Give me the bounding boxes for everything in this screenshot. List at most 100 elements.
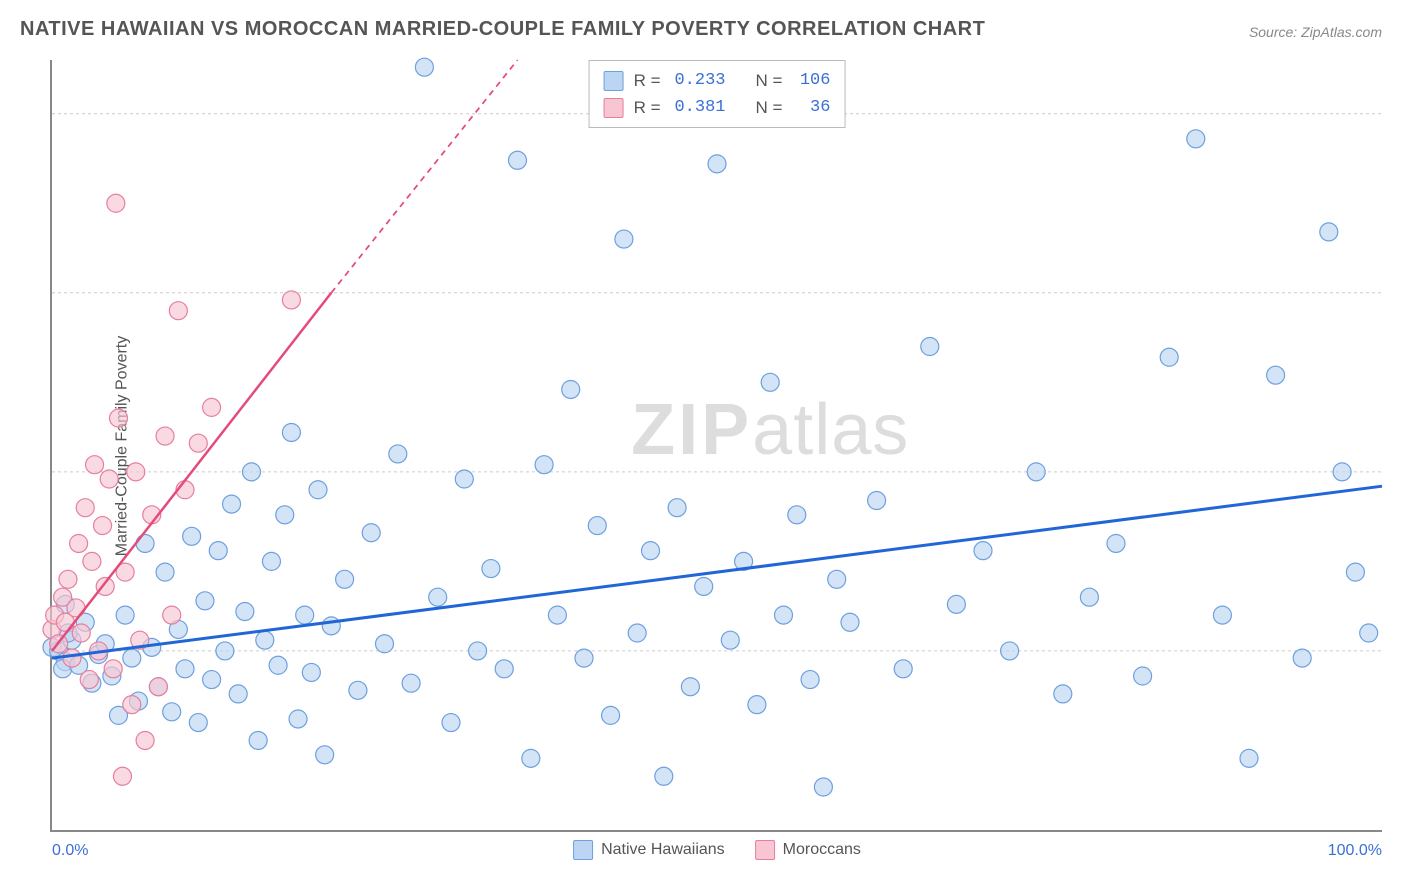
r-value: 0.233 [671, 67, 726, 94]
data-point [442, 714, 460, 732]
data-point [681, 678, 699, 696]
data-point [123, 649, 141, 667]
x-tick-left: 0.0% [52, 842, 88, 860]
data-point [256, 631, 274, 649]
data-point [1001, 642, 1019, 660]
data-point [63, 649, 81, 667]
data-point [1333, 463, 1351, 481]
data-point [196, 592, 214, 610]
n-value: 36 [792, 94, 830, 121]
chart-container: NATIVE HAWAIIAN VS MOROCCAN MARRIED-COUP… [0, 0, 1406, 892]
data-point [149, 678, 167, 696]
data-point [1360, 624, 1378, 642]
data-point [1240, 749, 1258, 767]
data-point [169, 302, 187, 320]
data-point [302, 663, 320, 681]
trend-line-extension [331, 60, 517, 293]
data-point [203, 671, 221, 689]
data-point [1293, 649, 1311, 667]
data-point [1107, 534, 1125, 552]
data-point [100, 470, 118, 488]
n-label: N = [756, 67, 783, 94]
data-point [522, 749, 540, 767]
data-point [203, 398, 221, 416]
data-point [535, 456, 553, 474]
legend-swatch [604, 71, 624, 91]
data-point [94, 517, 112, 535]
series-legend: Native Hawaiians Moroccans [573, 840, 861, 860]
legend-label: Native Hawaiians [601, 841, 725, 859]
x-tick-right: 100.0% [1328, 842, 1382, 860]
stats-legend-row: R = 0.381 N = 36 [604, 94, 831, 121]
data-point [269, 656, 287, 674]
data-point [974, 542, 992, 560]
data-point [136, 731, 154, 749]
data-point [189, 714, 207, 732]
data-point [708, 155, 726, 173]
data-point [289, 710, 307, 728]
legend-swatch [755, 840, 775, 860]
data-point [1346, 563, 1364, 581]
data-point [921, 338, 939, 356]
chart-title: NATIVE HAWAIIAN VS MOROCCAN MARRIED-COUP… [20, 18, 985, 41]
data-point [83, 552, 101, 570]
data-point [775, 606, 793, 624]
data-point [947, 595, 965, 613]
y-tick-label: 10.0% [1392, 463, 1406, 481]
data-point [1160, 348, 1178, 366]
data-point [59, 570, 77, 588]
data-point [748, 696, 766, 714]
data-point [482, 560, 500, 578]
data-point [183, 527, 201, 545]
data-point [216, 642, 234, 660]
data-point [495, 660, 513, 678]
data-point [156, 427, 174, 445]
data-point [236, 603, 254, 621]
data-point [1187, 130, 1205, 148]
data-point [1080, 588, 1098, 606]
data-point [189, 434, 207, 452]
data-point [828, 570, 846, 588]
data-point [276, 506, 294, 524]
y-tick-label: 15.0% [1392, 284, 1406, 302]
data-point [80, 671, 98, 689]
y-tick-label: 5.0% [1392, 642, 1406, 660]
data-point [628, 624, 646, 642]
data-point [868, 492, 886, 510]
data-point [163, 606, 181, 624]
data-point [695, 577, 713, 595]
data-point [209, 542, 227, 560]
data-point [127, 463, 145, 481]
data-point [107, 194, 125, 212]
data-point [575, 649, 593, 667]
data-point [602, 706, 620, 724]
plot-svg [52, 60, 1382, 830]
data-point [1027, 463, 1045, 481]
data-point [362, 524, 380, 542]
data-point [562, 380, 580, 398]
data-point [1267, 366, 1285, 384]
legend-label: Moroccans [783, 841, 861, 859]
data-point [70, 534, 88, 552]
n-label: N = [756, 94, 783, 121]
r-label: R = [634, 94, 661, 121]
data-point [163, 703, 181, 721]
data-point [229, 685, 247, 703]
data-point [655, 767, 673, 785]
data-point [176, 660, 194, 678]
data-point [721, 631, 739, 649]
stats-legend-row: R =0.233N =106 [604, 67, 831, 94]
data-point [322, 617, 340, 635]
data-point [376, 635, 394, 653]
data-point [296, 606, 314, 624]
data-point [455, 470, 473, 488]
data-point [548, 606, 566, 624]
r-value: 0.381 [671, 94, 726, 121]
data-point [415, 58, 433, 76]
data-point [668, 499, 686, 517]
data-point [801, 671, 819, 689]
data-point [349, 681, 367, 699]
trend-line [52, 486, 1382, 658]
data-point [243, 463, 261, 481]
plot-area: ZIPatlas 5.0%10.0%15.0%20.0% 0.0% 100.0%… [50, 60, 1382, 832]
